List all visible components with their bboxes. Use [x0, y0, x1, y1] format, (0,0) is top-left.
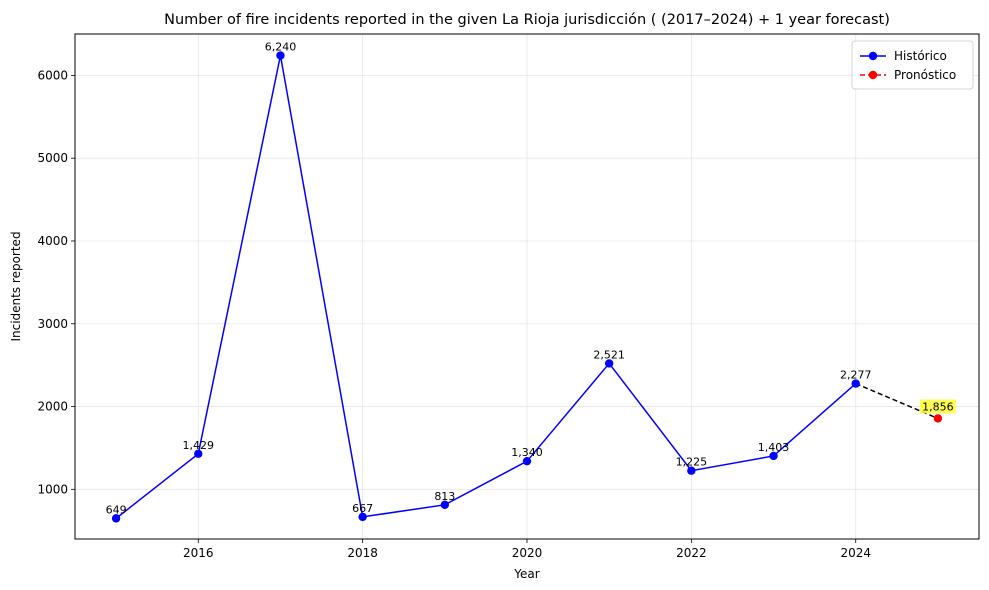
historico-point [194, 449, 203, 459]
legend-swatch-marker [868, 51, 878, 61]
legend: Histórico Pronóstico [851, 40, 974, 90]
y-axis-title: Incidents reported [9, 231, 23, 341]
historico-point [522, 456, 532, 466]
historico-data-label: 2,521 [593, 348, 625, 361]
data-labels: 649 1,429 6,240 667 813 1,340 2,521 1,225 1,403 2… [106, 41, 956, 516]
y-tick-label: 6000 [37, 68, 68, 82]
grid [75, 34, 979, 539]
historico-point [358, 512, 367, 522]
historico-point [111, 514, 121, 523]
historico-data-label: 1,403 [758, 441, 790, 454]
y-tick-label: 1000 [37, 482, 68, 496]
historico-point [276, 51, 285, 60]
x-tick-label: 2020 [512, 546, 543, 560]
historico-point [769, 451, 778, 461]
historico-data-label: 667 [352, 502, 373, 515]
historico-data-label: 1,340 [511, 446, 543, 459]
historico-point [687, 466, 696, 475]
x-tick-label: 2022 [676, 546, 707, 560]
legend-label: Histórico [894, 49, 947, 63]
legend-label: Pronóstico [894, 68, 956, 82]
historico-point [851, 379, 860, 388]
data-points [111, 51, 943, 523]
legend-box [851, 40, 974, 90]
pronostico-data-label: 1,856 [922, 400, 954, 413]
chart-title: Number of fire incidents reported in the… [164, 12, 890, 28]
historico-data-label: 1,429 [183, 439, 215, 452]
historico-line [115, 55, 857, 519]
axis-ticks: 2016 2018 2020 2022 2024 1000 2000 3000 4000 5000… [37, 68, 871, 560]
pronostico-point [933, 414, 943, 423]
y-tick-label: 2000 [37, 400, 68, 414]
y-tick-label: 3000 [37, 317, 68, 331]
historico-data-label: 6,240 [265, 41, 297, 54]
x-tick-label: 2024 [840, 546, 871, 560]
legend-swatch-marker [868, 70, 878, 80]
historico-point [440, 500, 450, 510]
x-tick-label: 2018 [347, 546, 378, 560]
x-axis-title: Year [513, 567, 539, 581]
historico-data-label: 813 [434, 490, 455, 503]
historico-data-label: 1,225 [676, 456, 708, 469]
pronostico-label-highlight [919, 399, 956, 414]
y-tick-label: 5000 [37, 151, 68, 165]
y-tick-label: 4000 [37, 234, 68, 248]
x-tick-label: 2016 [183, 546, 214, 560]
historico-data-label: 649 [106, 503, 127, 516]
historico-data-label: 2,277 [840, 369, 872, 382]
historico-point [604, 359, 614, 368]
